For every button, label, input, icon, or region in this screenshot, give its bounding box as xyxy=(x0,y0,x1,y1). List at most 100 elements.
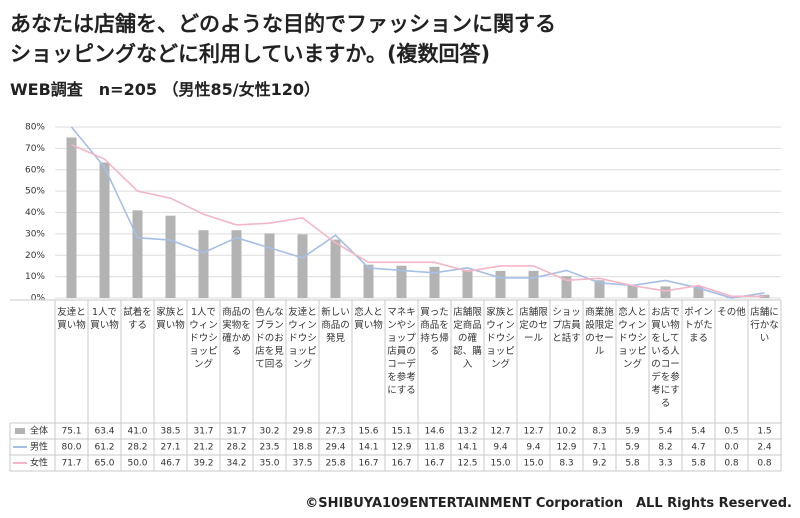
bar xyxy=(330,239,341,298)
data-label: 50.0 xyxy=(127,459,147,469)
line xyxy=(71,144,765,298)
data-label: 12.5 xyxy=(457,459,477,469)
data-label: 5.8 xyxy=(625,459,640,469)
data-label: 46.7 xyxy=(160,459,180,469)
data-label: 38.5 xyxy=(160,427,180,437)
chart-subtitle: WEB調査 n=205 （男性85/女性120） xyxy=(10,80,321,99)
data-label: 27.3 xyxy=(325,427,345,437)
bar xyxy=(231,230,242,298)
data-label: 34.2 xyxy=(226,459,246,469)
y-tick-label: 30% xyxy=(25,229,45,239)
y-tick-label: 20% xyxy=(25,251,45,261)
bar xyxy=(660,286,671,298)
data-label: 4.7 xyxy=(691,443,705,453)
bar xyxy=(495,270,506,298)
bar xyxy=(132,210,143,298)
data-label: 14.1 xyxy=(358,443,378,453)
data-label: 31.7 xyxy=(226,427,246,437)
x-tick-label: 家族と買い物 xyxy=(156,307,185,331)
data-label: 10.2 xyxy=(556,427,576,437)
data-label: 8.3 xyxy=(559,459,573,469)
data-label: 12.9 xyxy=(556,443,576,453)
x-tick-label: 店舗限定のセール xyxy=(519,307,548,344)
x-tick-label: 恋人とウィンドウショッピング xyxy=(618,307,647,370)
chart-title: ショッピングなどに利用していますか。(複数回答) xyxy=(10,42,491,66)
data-label: 75.1 xyxy=(61,427,81,437)
data-label: 5.9 xyxy=(625,443,640,453)
bar xyxy=(297,234,308,298)
data-label: 21.2 xyxy=(193,443,213,453)
y-tick-label: 50% xyxy=(25,187,45,197)
data-label: 3.3 xyxy=(658,459,672,469)
data-label: 30.2 xyxy=(259,427,279,437)
x-tick-label: ショップ店員と話す xyxy=(552,307,581,344)
data-label: 29.4 xyxy=(325,443,345,453)
y-tick-label: 80% xyxy=(25,123,45,133)
data-label: 65.0 xyxy=(94,459,114,469)
data-label: 9.4 xyxy=(526,443,541,453)
data-label: 80.0 xyxy=(61,443,81,453)
bar xyxy=(198,230,209,298)
chart-title: あなたは店舗を、どのような目的でファッションに関する xyxy=(10,12,556,36)
data-label: 39.2 xyxy=(193,459,213,469)
data-label: 12.7 xyxy=(490,427,510,437)
bar xyxy=(561,276,572,298)
x-tick-label: 新しい商品の発見 xyxy=(321,307,350,344)
bar xyxy=(462,269,473,298)
x-tick-label: 家族とウィンドウショッピング xyxy=(486,307,515,370)
bar xyxy=(627,285,638,298)
bar xyxy=(594,280,605,298)
data-label: 15.0 xyxy=(490,459,510,469)
x-tick-label: 試着をする xyxy=(123,307,152,331)
x-tick-label: 友達と買い物 xyxy=(57,307,86,331)
x-tick-label: 1人でウィンドウショッピング xyxy=(189,307,218,370)
data-label: 23.5 xyxy=(259,443,279,453)
y-tick-label: 0% xyxy=(31,294,46,304)
data-label: 25.8 xyxy=(325,459,345,469)
data-label: 8.3 xyxy=(592,427,606,437)
data-label: 35.0 xyxy=(259,459,279,469)
data-label: 5.4 xyxy=(658,427,673,437)
bar xyxy=(363,264,374,298)
data-label: 14.1 xyxy=(457,443,477,453)
bar xyxy=(264,233,275,298)
data-label: 16.7 xyxy=(358,459,378,469)
x-tick-label: 商品の実物を確かめる xyxy=(222,307,251,357)
data-label: 0.5 xyxy=(724,427,738,437)
data-label: 8.2 xyxy=(658,443,672,453)
y-tick-label: 70% xyxy=(25,144,45,154)
data-label: 18.8 xyxy=(292,443,312,453)
data-label: 12.9 xyxy=(391,443,411,453)
footer: ©SHIBUYA109ENTERTAINMENT Corporation ALL… xyxy=(305,496,792,511)
bar xyxy=(429,266,440,298)
data-label: 5.4 xyxy=(691,427,706,437)
line xyxy=(70,126,765,299)
x-tick-label: 友達とウィンドウショッピング xyxy=(288,307,317,370)
bar xyxy=(693,286,704,298)
data-label: 0.0 xyxy=(724,443,739,453)
data-label: 28.2 xyxy=(226,443,246,453)
y-tick-label: 40% xyxy=(25,208,45,218)
data-label: 13.2 xyxy=(457,427,477,437)
bar xyxy=(396,265,407,298)
bar xyxy=(165,215,176,298)
legend-label: 全体 xyxy=(30,425,48,437)
data-label: 5.9 xyxy=(625,427,640,437)
data-label: 61.2 xyxy=(94,443,114,453)
data-label: 0.8 xyxy=(757,459,772,469)
x-tick-label: 色んなブランドのお店を見て回る xyxy=(255,307,284,370)
chart: 0% 10% 20% 30% 40% 50% 60% 70% 80% 全体 75.1 63.4 41.0… xyxy=(9,123,782,472)
data-label: 63.4 xyxy=(94,427,114,437)
x-tick-label: その他 xyxy=(717,307,746,318)
data-label: 28.2 xyxy=(127,443,147,453)
data-label: 29.8 xyxy=(292,427,312,437)
data-label: 11.8 xyxy=(424,443,444,453)
data-label: 1.5 xyxy=(757,427,771,437)
x-tick-label: ポイントがたまる xyxy=(684,307,713,344)
x-tick-label: マネキンやショップ店員のコーデを参考にする xyxy=(387,307,416,396)
x-tick-label: 1人で買い物 xyxy=(90,307,119,331)
y-tick-label: 10% xyxy=(25,272,45,282)
data-label: 9.2 xyxy=(592,459,606,469)
x-tick-label: 恋人と買い物 xyxy=(354,307,383,331)
bar xyxy=(66,137,77,298)
